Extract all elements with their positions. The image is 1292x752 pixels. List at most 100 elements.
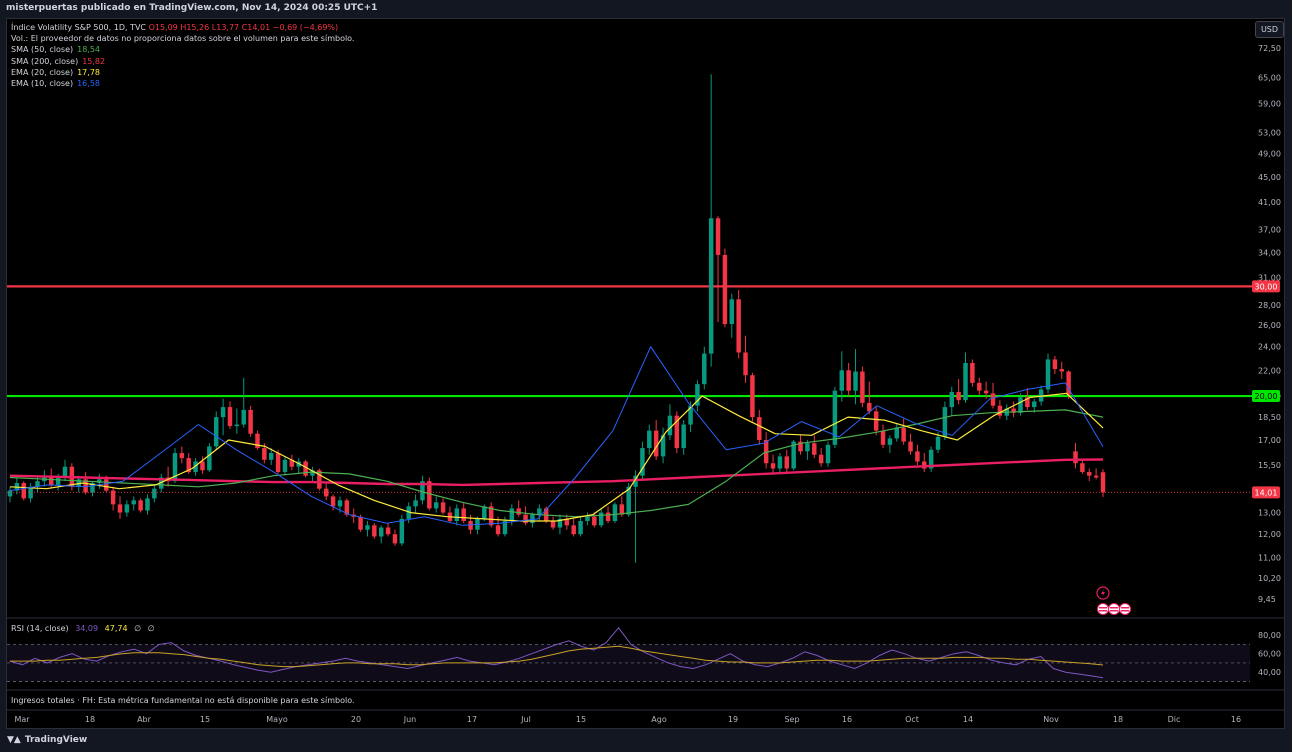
candle-body (530, 514, 535, 524)
rsi-ma-value: 47,74 (104, 624, 128, 633)
candle-body (303, 461, 308, 476)
y-tick-label: 59,00 (1258, 99, 1281, 108)
sma50-line (9, 409, 1104, 518)
indicator-value: 16,58 (77, 79, 100, 89)
candle-body (1052, 359, 1058, 370)
ohlc-high: H15,26 (180, 23, 210, 32)
x-tick-label: Ago (651, 715, 667, 724)
candle-body (42, 475, 47, 482)
candle-body (688, 405, 693, 425)
candle-body (28, 486, 33, 499)
candle-body (935, 436, 941, 450)
us-flag-icon (1108, 603, 1120, 615)
candle-body (557, 518, 563, 528)
candle-body (763, 440, 769, 464)
indicator-ema20[interactable]: EMA (20, close) 17,78 (11, 67, 354, 78)
chart-frame[interactable] (6, 18, 1285, 729)
symbol-line[interactable]: Índice Volatility S&P 500, 1D, TVC O15,0… (11, 22, 354, 33)
indicator-value: 18,54 (77, 45, 101, 55)
candle-body (743, 352, 748, 376)
rsi-empty-1: ∅ (134, 624, 142, 633)
tradingview-logo[interactable]: ▼▲ TradingView (7, 735, 87, 745)
candle-body (922, 461, 927, 469)
candle-body (268, 453, 274, 460)
candle-body (1100, 472, 1106, 493)
logo-text: TradingView (24, 735, 88, 745)
candle-body (97, 479, 102, 484)
candle-body (812, 443, 817, 455)
candle-body (1087, 472, 1092, 476)
candle-body (1045, 359, 1051, 390)
candle-body (392, 534, 398, 544)
logo-icon: ▼▲ (7, 735, 21, 745)
ema10-line (9, 346, 1104, 526)
candle-body (488, 506, 494, 526)
y-tick-label: 24,00 (1258, 343, 1281, 352)
candle-body (413, 500, 418, 507)
event-icons[interactable] (1094, 586, 1134, 618)
candle-body (255, 433, 260, 449)
candle-body (640, 448, 645, 476)
candle-body (681, 424, 686, 449)
candle-body (736, 299, 741, 353)
rsi-legend[interactable]: RSI (14, close) 34,09 47,74 ∅ ∅ (11, 624, 155, 633)
y-tick-label: 37,00 (1258, 226, 1281, 235)
candle-body (7, 490, 13, 497)
candle-body (839, 370, 845, 391)
candle-body (1038, 389, 1044, 402)
candle-body (674, 415, 680, 449)
x-tick-label: 18 (85, 715, 95, 724)
x-tick-label: 15 (576, 715, 586, 724)
y-tick-label: 12,00 (1258, 530, 1281, 539)
y-tick-label: 15,50 (1258, 461, 1281, 470)
us-flag-icon (1119, 603, 1131, 615)
indicator-label: EMA (10, close) (11, 79, 74, 89)
indicator-sma50[interactable]: SMA (50, close) 18,54 (11, 44, 354, 55)
candle-body (537, 508, 542, 515)
indicator-label: EMA (20, close) (11, 67, 74, 77)
y-tick-label: 41,00 (1258, 198, 1281, 207)
candle-body (873, 411, 879, 431)
candle-body (846, 370, 851, 391)
volume-note: Vol.: El proveedor de datos no proporcio… (11, 34, 355, 44)
y-tick-label: 49,00 (1258, 150, 1281, 159)
candle-body (482, 506, 487, 519)
level-price-tag (1252, 390, 1280, 403)
currency-button[interactable]: USD (1255, 21, 1284, 38)
candle-body (289, 459, 295, 467)
candle-body (585, 516, 590, 522)
candle-body (784, 456, 790, 469)
x-tick-label: 16 (1231, 715, 1241, 724)
candle-body (1093, 475, 1099, 478)
candle-body (1018, 397, 1023, 413)
indicator-sma200[interactable]: SMA (200, close) 15,82 (11, 56, 354, 67)
footer-bar (0, 729, 1292, 752)
indicator-ema10[interactable]: EMA (10, close) 16,58 (11, 78, 354, 89)
candle-body (887, 438, 893, 445)
level-price-label: 20,00 (1255, 392, 1278, 401)
ema20-line (9, 392, 1104, 522)
candle-body (708, 218, 714, 354)
candle-body (983, 390, 989, 394)
candle-body (220, 407, 226, 418)
candle-body (248, 409, 253, 434)
rsi-y-tick-label: 40,00 (1258, 668, 1281, 677)
candle-body (124, 504, 130, 513)
x-tick-label: 15 (200, 715, 210, 724)
candle-body (722, 254, 728, 325)
candle-body (901, 427, 906, 442)
candle-body (942, 407, 948, 437)
y-tick-label: 11,00 (1258, 554, 1281, 563)
candle-body (420, 481, 425, 501)
candle-body (757, 417, 762, 441)
candle-body (516, 508, 521, 515)
x-tick-label: 14 (963, 715, 973, 724)
candle-body (200, 461, 205, 471)
candle-body (21, 483, 26, 499)
candle-body (427, 481, 432, 509)
candle-body (433, 502, 439, 509)
candle-body (468, 521, 473, 530)
candle-body (791, 441, 796, 469)
y-tick-label: 72,50 (1258, 44, 1281, 53)
